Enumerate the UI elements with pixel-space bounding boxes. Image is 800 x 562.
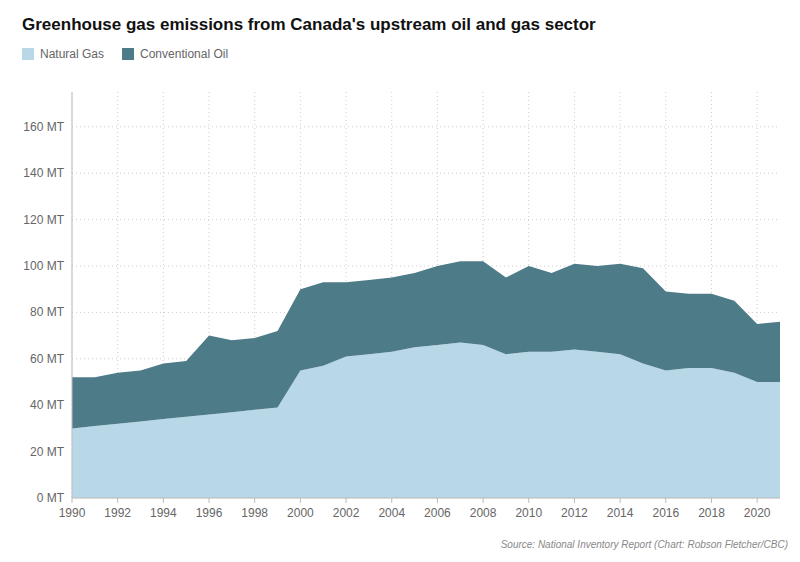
x-tick	[528, 498, 529, 503]
x-tick-label: 2014	[607, 506, 634, 520]
x-tick	[437, 498, 438, 503]
x-tick	[711, 498, 712, 503]
x-tick	[72, 498, 73, 503]
x-tick-label: 1992	[104, 506, 131, 520]
x-tick-label: 1990	[59, 506, 86, 520]
x-tick-label: 2000	[287, 506, 314, 520]
chart-container: Greenhouse gas emissions from Canada's u…	[0, 0, 800, 562]
grid-line-y	[72, 219, 780, 220]
y-tick-label: 120 MT	[23, 213, 64, 227]
title: Greenhouse gas emissions from Canada's u…	[22, 15, 596, 34]
x-tick-label: 2020	[744, 506, 771, 520]
legend-swatch	[122, 48, 134, 60]
x-tick-label: 1994	[150, 506, 177, 520]
x-tick	[117, 498, 118, 503]
x-tick	[665, 498, 666, 503]
x-tick	[757, 498, 758, 503]
x-tick-label: 2012	[561, 506, 588, 520]
x-tick	[254, 498, 255, 503]
x-tick	[300, 498, 301, 503]
grid-line-y	[72, 498, 780, 499]
x-tick	[163, 498, 164, 503]
x-tick-label: 2004	[378, 506, 405, 520]
y-tick-label: 60 MT	[30, 352, 65, 366]
grid-line-y	[72, 173, 780, 174]
area	[72, 261, 780, 428]
legend-swatch	[22, 48, 34, 60]
source-note: Source: National Inventory Report (Chart…	[501, 539, 788, 550]
x-tick-label: 2016	[652, 506, 679, 520]
x-tick-label: 2010	[515, 506, 542, 520]
x-tick-label: 1996	[196, 506, 223, 520]
x-tick	[209, 498, 210, 503]
chart-svg: Greenhouse gas emissions from Canada's u…	[0, 0, 800, 562]
grid-line-y	[72, 126, 780, 127]
x-tick	[620, 498, 621, 503]
y-tick-label: 140 MT	[23, 166, 64, 180]
y-tick-label: 80 MT	[30, 305, 65, 319]
legend-label: Conventional Oil	[140, 47, 228, 61]
x-tick	[346, 498, 347, 503]
x-tick	[391, 498, 392, 503]
x-tick-label: 2006	[424, 506, 451, 520]
x-tick	[483, 498, 484, 503]
x-tick-label: 1998	[241, 506, 268, 520]
x-tick	[574, 498, 575, 503]
x-axis-line	[72, 498, 780, 499]
y-axis-line	[72, 92, 73, 498]
grid	[72, 92, 780, 498]
grid-line-y	[72, 266, 780, 267]
y-tick-label: 160 MT	[23, 120, 64, 134]
y-tick-label: 100 MT	[23, 259, 64, 273]
legend-label: Natural Gas	[40, 47, 104, 61]
y-tick-label: 20 MT	[30, 445, 65, 459]
y-tick-label: 40 MT	[30, 398, 65, 412]
legend: Natural Gas Conventional Oil	[22, 47, 228, 61]
y-tick-label: 0 MT	[37, 491, 65, 505]
x-tick-label: 2018	[698, 506, 725, 520]
x-tick-label: 2002	[333, 506, 360, 520]
grid-line-x	[72, 92, 73, 498]
x-tick-label: 2008	[470, 506, 497, 520]
areas	[72, 261, 780, 498]
